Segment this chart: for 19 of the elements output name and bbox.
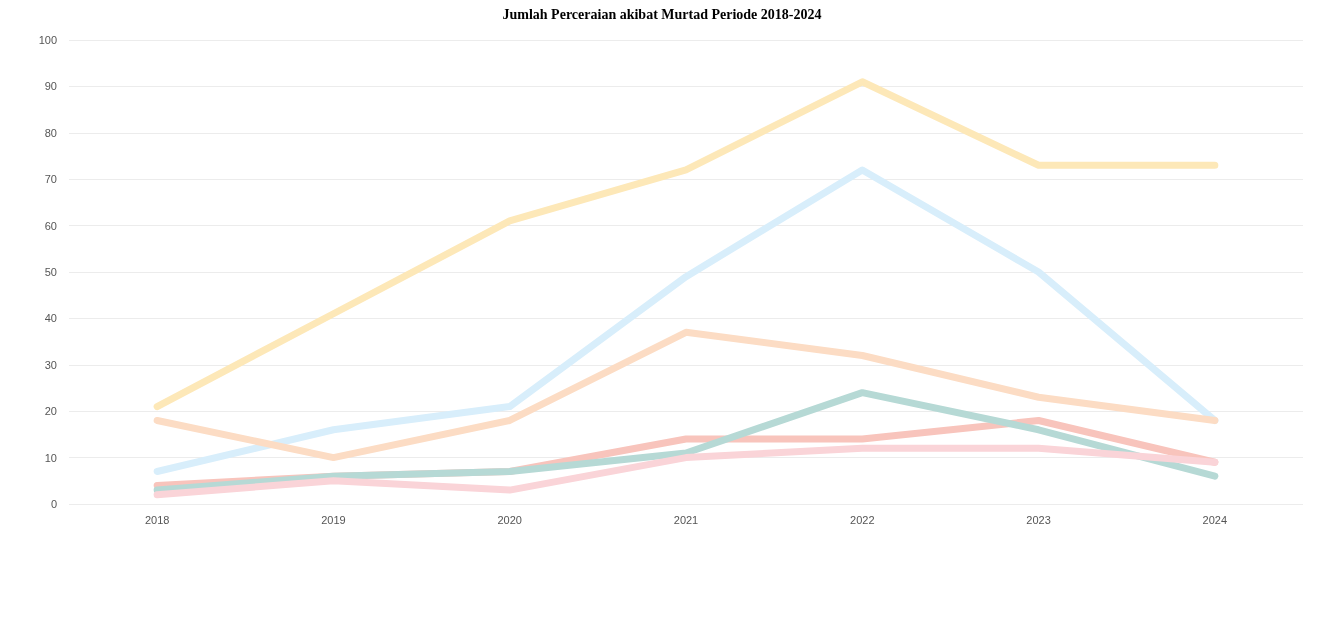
y-tick-label: 100 bbox=[38, 34, 57, 46]
x-tick-label: 2023 bbox=[1026, 513, 1051, 526]
x-tick-label: 2024 bbox=[1202, 513, 1228, 526]
y-tick-label: 50 bbox=[44, 266, 57, 278]
y-tick-label: 10 bbox=[44, 451, 57, 464]
y-tick-label: 60 bbox=[44, 219, 57, 232]
y-tick-label: 70 bbox=[44, 173, 57, 186]
y-tick-label: 30 bbox=[44, 358, 57, 371]
y-tick-label: 40 bbox=[44, 312, 57, 325]
x-tick-label: 2018 bbox=[144, 513, 170, 526]
y-tick-label: 0 bbox=[50, 498, 57, 510]
y-tick-label: 20 bbox=[44, 405, 57, 418]
x-tick-label: 2019 bbox=[321, 513, 346, 526]
x-tick-label: 2022 bbox=[850, 513, 875, 526]
chart-title: Jumlah Perceraian akibat Murtad Periode 2018-2024 bbox=[502, 6, 822, 22]
x-tick-label: 2021 bbox=[673, 513, 699, 526]
x-tick-label: 2020 bbox=[497, 513, 522, 526]
y-tick-label: 80 bbox=[44, 126, 57, 139]
y-tick-label: 90 bbox=[44, 80, 57, 93]
